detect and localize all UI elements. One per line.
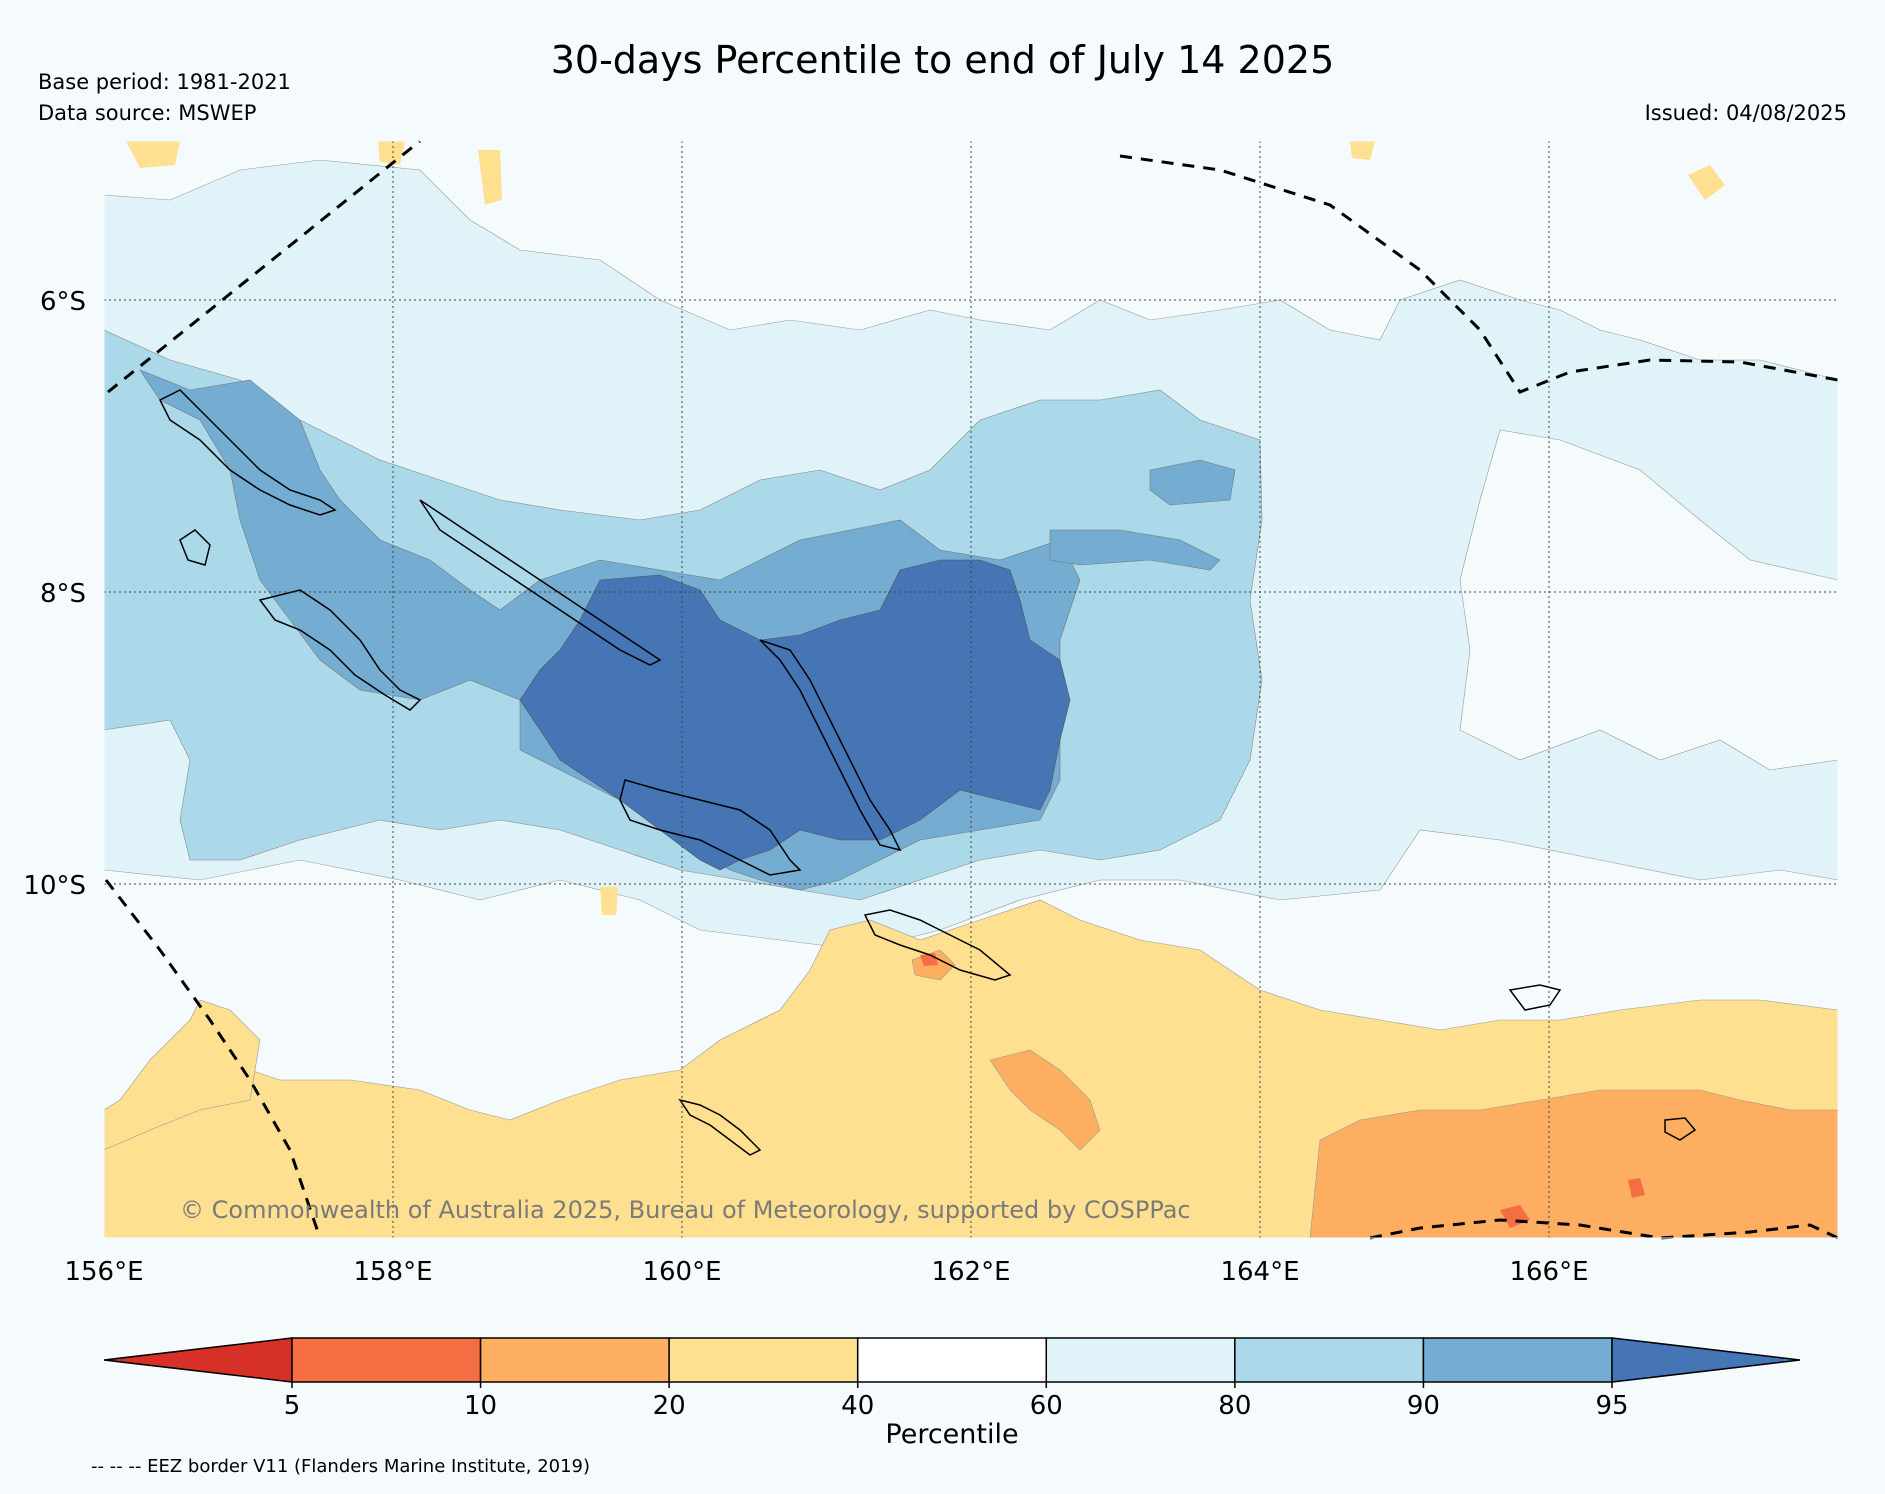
colorbar-tick-label: 20 [653,1391,686,1421]
lon-label: 164°E [1220,1257,1299,1287]
colorbar-ticks: 5 10 20 40 60 80 90 95 [284,1382,1629,1421]
copyright-text: © Commonwealth of Australia 2025, Bureau… [180,1196,1191,1224]
percentile-fill-5-10 [1628,1178,1645,1198]
eez-borders [104,139,1839,1240]
base-period-text: Base period: 1981-2021 [38,70,291,94]
coastline-island [678,1098,762,1156]
colorbar-label: Percentile [885,1419,1018,1450]
coastline-island [1664,1117,1697,1141]
colorbar-tick-label: 95 [1595,1391,1628,1421]
percentile-fill-10-20 [1309,1089,1838,1238]
eez-border-line [104,879,322,1239]
coastline-island [179,529,211,566]
colorbar-segment [1234,1337,1425,1383]
colorbar [103,1337,1801,1383]
colorbar-tick-label: 60 [1030,1391,1063,1421]
coastlines [158,389,1697,1156]
colorbar-segment [1045,1337,1236,1383]
lon-label: 158°E [353,1257,432,1287]
coastline-island [863,909,1012,981]
colorbar-tick-label: 90 [1407,1391,1440,1421]
coastline-island [1508,984,1562,1011]
page-title: 30-days Percentile to end of July 14 202… [550,38,1335,82]
percentile-fill-10-20 [989,1049,1101,1151]
percentile-fill-40-60 [1459,429,1838,771]
lat-label: 6°S [40,287,86,317]
percentile-fill-20-40 [600,887,618,915]
map-area[interactable] [104,141,1838,1238]
issued-date-text: Issued: 04/08/2025 [1644,101,1847,125]
lon-label: 166°E [1509,1257,1588,1287]
colorbar-extend-high [1611,1337,1801,1383]
colorbar-segment [856,1337,1048,1383]
percentile-fill-above-95 [519,559,1071,871]
eez-border-line [1119,154,1839,394]
gridlines [104,141,1838,1238]
lat-label: 10°S [23,871,86,901]
percentile-fill-20-40 [126,141,180,168]
data-source-text: Data source: MSWEP [38,101,257,125]
coastline-island [759,639,902,852]
coastline-island [258,589,422,711]
colorbar-segment [668,1337,859,1383]
lon-label: 160°E [642,1257,721,1287]
colorbar-extend-low [103,1337,293,1383]
eez-legend-note: -- -- -- EEZ border V11 (Flanders Marine… [91,1456,591,1477]
colorbar-tick-label: 5 [284,1391,301,1421]
coastline-island [619,779,802,876]
percentile-fill-20-40 [1350,141,1375,160]
map-frame [103,140,1839,1239]
colorbar-segment [479,1337,670,1383]
percentile-fill-90-95 [1049,529,1221,571]
lon-label: 156°E [64,1257,143,1287]
colorbar-tick-label: 40 [841,1391,874,1421]
coastline-island [419,499,662,666]
coastline-island [158,389,337,516]
percentile-fill-20-40 [1688,165,1725,200]
percentile-fill-20-40 [478,150,502,205]
percentile-fill-90-95 [1149,459,1236,506]
colorbar-segment [1422,1337,1613,1383]
colorbar-tick-label: 10 [464,1391,497,1421]
eez-border-line [107,139,421,394]
colorbar-tick-label: 80 [1218,1391,1251,1421]
percentile-fill-20-40 [378,141,405,165]
colorbar-segment [291,1337,482,1383]
lon-label: 162°E [931,1257,1010,1287]
lat-label: 8°S [40,579,86,609]
eez-border-line [1369,1218,1839,1240]
